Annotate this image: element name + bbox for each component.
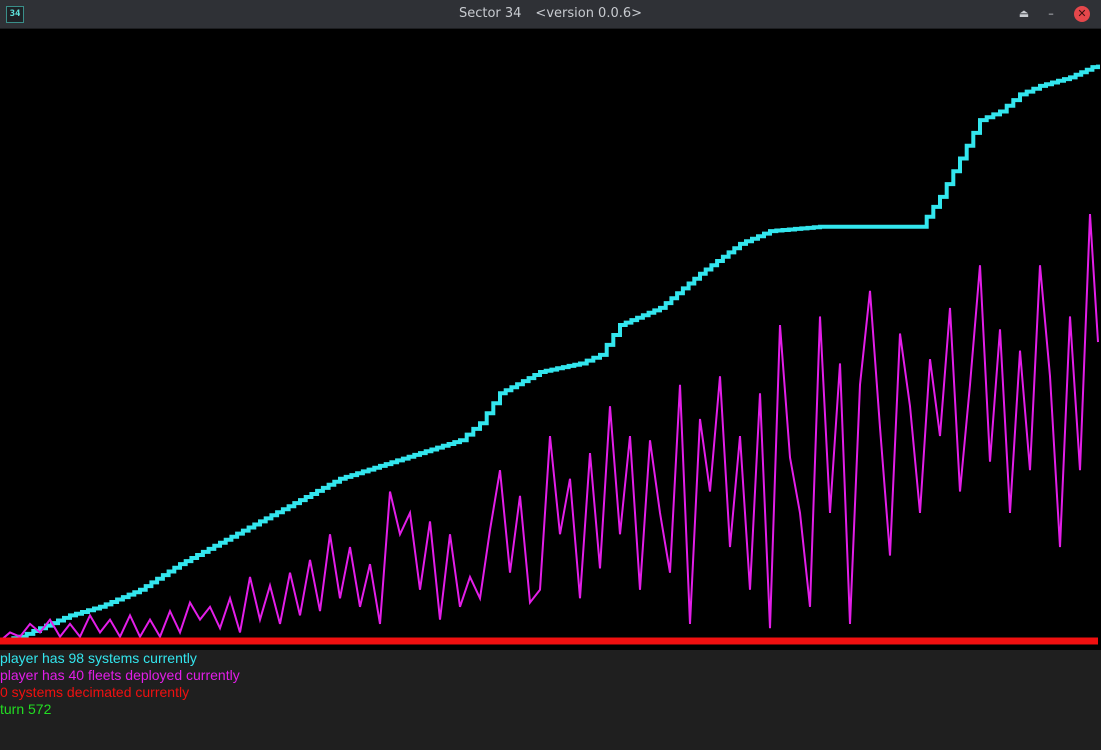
fleets-line xyxy=(0,213,1099,642)
close-button[interactable]: ✕ xyxy=(1074,6,1090,22)
turn-status-line: turn 572 xyxy=(0,701,52,717)
title-bar: 34 Sector 34 <version 0.0.6> ⏏ – ✕ xyxy=(0,0,1101,29)
minimize-button[interactable]: – xyxy=(1048,7,1054,20)
status-panel: player has 98 systems currently player h… xyxy=(0,650,1101,750)
stats-plot-svg xyxy=(0,64,1100,645)
decimated-status-line: 0 systems decimated currently xyxy=(0,684,190,700)
window-version: <version 0.0.6> xyxy=(535,6,643,21)
app-icon[interactable]: 34 xyxy=(6,6,24,23)
stats-plot xyxy=(0,29,1101,650)
shade-button[interactable]: ⏏ xyxy=(1018,7,1030,20)
window-title-text: Sector 34 xyxy=(458,6,522,21)
systems-status-line: player has 98 systems currently xyxy=(0,650,197,666)
systems-line xyxy=(0,64,1100,643)
window-title: Sector 34 <version 0.0.6> xyxy=(0,0,1101,28)
fleets-status-line: player has 40 fleets deployed currently xyxy=(0,667,240,683)
